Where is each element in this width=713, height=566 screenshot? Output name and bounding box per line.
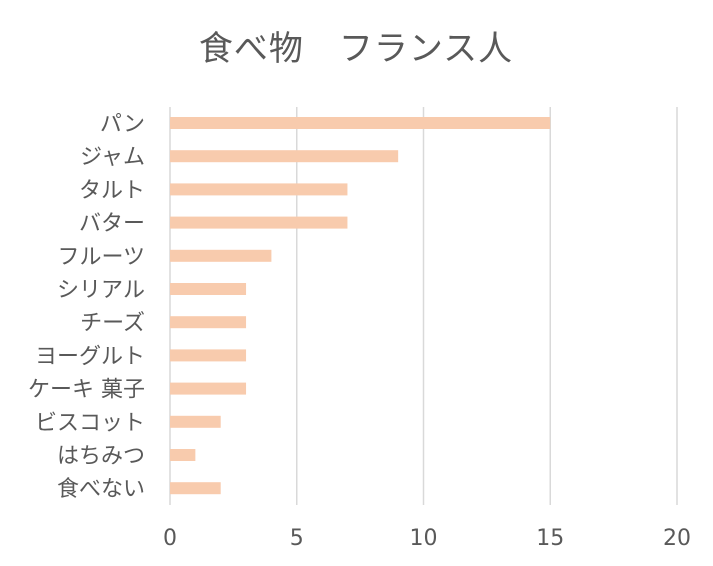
bar-10 <box>170 449 196 461</box>
category-label: ビスコット <box>35 411 145 436</box>
category-label: ジャム <box>80 145 145 170</box>
bar-6 <box>170 316 247 329</box>
bar-11 <box>170 482 221 495</box>
x-tick-label: 0 <box>163 526 177 551</box>
bar-0 <box>170 117 551 129</box>
bar-1 <box>170 150 399 163</box>
x-tick-label: 15 <box>536 526 564 551</box>
bar-3 <box>170 216 348 229</box>
category-label: 食べない <box>57 477 145 502</box>
category-label: バター <box>79 212 145 237</box>
x-axis-tick-labels: 0 5 10 15 20 <box>163 526 691 551</box>
chart-title: 食べ物 フランス人 <box>199 29 513 69</box>
bar-2 <box>170 183 348 196</box>
category-label: シリアル <box>57 278 145 303</box>
bar-7 <box>170 349 247 362</box>
bars <box>170 117 551 495</box>
category-label: タルト <box>79 178 145 203</box>
bar-8 <box>170 382 247 395</box>
gridlines <box>169 107 678 505</box>
category-label: フルーツ <box>57 245 145 270</box>
category-label: ケーキ 菓子 <box>28 378 145 403</box>
bar-5 <box>170 283 247 295</box>
x-tick-label: 5 <box>290 526 304 551</box>
x-tick-label: 10 <box>410 526 438 551</box>
category-label: はちみつ <box>57 444 145 469</box>
x-tick-label: 20 <box>663 526 691 551</box>
bar-4 <box>170 249 272 262</box>
category-label: チーズ <box>80 311 145 336</box>
category-label: ヨーグルト <box>35 344 145 369</box>
category-label: パン <box>100 112 145 137</box>
bar-9 <box>170 415 221 428</box>
